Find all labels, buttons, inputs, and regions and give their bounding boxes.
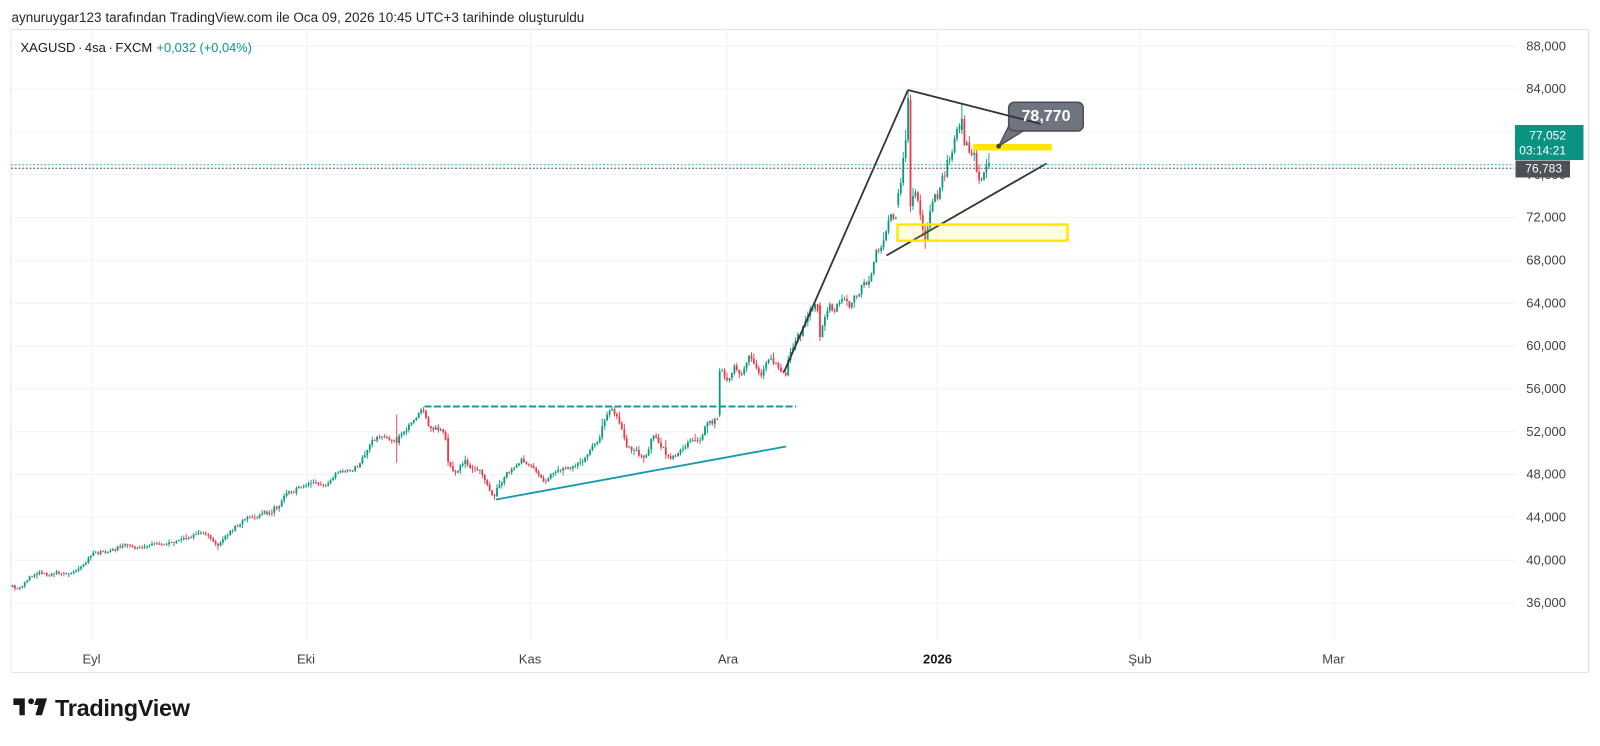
svg-text:03:14:21: 03:14:21 xyxy=(1519,144,1566,158)
svg-text:2026: 2026 xyxy=(923,652,952,667)
svg-text:48,000: 48,000 xyxy=(1526,467,1566,482)
svg-text:TradingView: TradingView xyxy=(55,695,191,721)
svg-text:84,000: 84,000 xyxy=(1526,81,1566,96)
svg-text:aynuruygar123 tarafından Tradi: aynuruygar123 tarafından TradingView.com… xyxy=(12,10,585,25)
svg-text:77,052: 77,052 xyxy=(1529,129,1566,143)
svg-text:78,770: 78,770 xyxy=(1022,108,1071,125)
svg-text:64,000: 64,000 xyxy=(1526,295,1566,310)
svg-text:76,783: 76,783 xyxy=(1525,162,1562,176)
svg-text:+0,032 (+0,04%): +0,032 (+0,04%) xyxy=(157,40,252,55)
svg-text:52,000: 52,000 xyxy=(1526,424,1566,439)
svg-text:Eyl: Eyl xyxy=(82,652,100,667)
svg-text:Kas: Kas xyxy=(519,652,542,667)
svg-text:XAGUSD · 4sa · FXCM: XAGUSD · 4sa · FXCM xyxy=(21,40,153,55)
svg-text:56,000: 56,000 xyxy=(1526,381,1566,396)
svg-text:Şub: Şub xyxy=(1128,652,1151,667)
svg-text:44,000: 44,000 xyxy=(1526,510,1566,525)
svg-text:Mar: Mar xyxy=(1322,652,1345,667)
svg-text:Ara: Ara xyxy=(718,652,739,667)
svg-text:Eki: Eki xyxy=(297,652,315,667)
svg-text:36,000: 36,000 xyxy=(1526,595,1566,610)
svg-text:40,000: 40,000 xyxy=(1526,552,1566,567)
svg-text:72,000: 72,000 xyxy=(1526,210,1566,225)
svg-text:88,000: 88,000 xyxy=(1526,38,1566,53)
svg-text:68,000: 68,000 xyxy=(1526,253,1566,268)
svg-text:60,000: 60,000 xyxy=(1526,338,1566,353)
